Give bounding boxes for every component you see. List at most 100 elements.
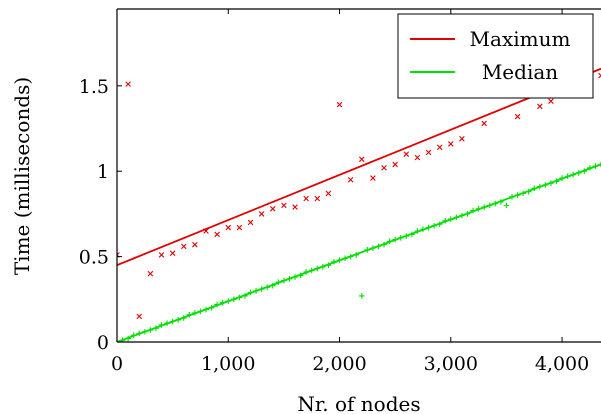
data-point-maximum xyxy=(192,241,198,248)
data-point-maximum xyxy=(247,219,254,226)
data-point-median xyxy=(575,170,582,176)
data-point-median xyxy=(392,236,398,243)
data-point-median xyxy=(125,335,131,342)
data-point-median xyxy=(525,188,532,195)
data-point-maximum xyxy=(203,228,209,234)
legend-label-median: Median xyxy=(482,60,558,84)
data-point-maximum xyxy=(358,156,365,163)
data-point-median xyxy=(236,294,243,301)
data-point-median xyxy=(164,320,170,327)
data-point-median xyxy=(453,214,460,221)
data-point-median xyxy=(275,279,282,286)
data-point-median xyxy=(431,223,437,229)
data-point-median xyxy=(136,330,143,337)
data-point-median xyxy=(303,269,309,275)
data-point-median xyxy=(498,199,504,205)
x-tick-label: 4,000 xyxy=(535,353,589,375)
data-point-median xyxy=(247,289,254,296)
data-point-median xyxy=(481,204,487,210)
data-point-maximum xyxy=(414,154,421,161)
data-point-median xyxy=(197,308,204,315)
data-point-maximum xyxy=(180,243,187,250)
data-point-maximum xyxy=(459,135,465,142)
data-point-median xyxy=(420,226,426,233)
data-point-median xyxy=(587,165,593,171)
data-point-median xyxy=(364,246,371,253)
y-tick-label: 0 xyxy=(97,332,109,354)
data-point-median xyxy=(559,175,565,181)
data-point-median xyxy=(470,207,476,214)
data-point-median xyxy=(203,306,209,313)
data-point-median xyxy=(130,332,137,338)
data-point-median xyxy=(442,217,449,224)
data-point-median xyxy=(375,243,382,250)
ticks xyxy=(116,9,563,343)
data-point-maximum xyxy=(448,141,454,147)
y-axis-title: Time (milliseconds) xyxy=(10,77,34,275)
data-point-median xyxy=(336,257,343,263)
data-point-median xyxy=(503,202,510,209)
data-point-maximum xyxy=(325,190,332,197)
data-point-maximum xyxy=(147,270,154,277)
data-point-median xyxy=(570,171,576,178)
data-point-median xyxy=(253,287,259,294)
data-point-median xyxy=(286,276,293,282)
data-point-median xyxy=(147,327,154,333)
data-point-median xyxy=(153,325,159,332)
tick-labels: 0 1,000 2,000 3,000 4,000 0 0.5 1 1.5 xyxy=(79,76,589,375)
data-point-maximum xyxy=(598,72,601,79)
data-point-median xyxy=(169,318,176,325)
legend-box xyxy=(397,13,594,99)
data-point-median xyxy=(358,293,365,299)
data-point-median xyxy=(258,286,265,292)
data-point-maximum xyxy=(392,161,398,168)
data-point-median xyxy=(325,262,332,268)
data-point-median xyxy=(492,200,499,207)
legend-label-maximum: Maximum xyxy=(470,27,571,51)
data-point-maximum xyxy=(314,195,321,202)
data-point-median xyxy=(542,182,549,188)
data-point-maximum xyxy=(125,81,131,87)
data-point-median xyxy=(592,163,599,169)
data-point-median xyxy=(269,282,276,289)
trend-lines xyxy=(117,67,601,342)
data-point-maximum xyxy=(214,231,220,238)
data-point-maximum xyxy=(303,195,309,202)
data-point-median xyxy=(509,194,515,200)
data-point-maximum xyxy=(514,113,521,120)
data-point-median xyxy=(520,190,526,197)
y-tick-label: 1 xyxy=(97,161,109,183)
data-point-median xyxy=(119,337,126,342)
data-point-maximum xyxy=(481,120,487,127)
data-point-median xyxy=(192,310,198,316)
data-point-median xyxy=(342,255,348,262)
data-point-median xyxy=(308,267,315,274)
data-point-maximum xyxy=(381,165,387,171)
data-point-maximum xyxy=(236,224,243,231)
data-point-median xyxy=(425,224,432,231)
data-point-maximum xyxy=(225,224,232,231)
data-point-median xyxy=(397,235,404,241)
trend-line-maximum xyxy=(117,67,601,266)
x-tick-label: 2,000 xyxy=(312,353,366,375)
x-axis-title: Nr. of nodes xyxy=(297,392,420,414)
data-point-maximum xyxy=(336,101,343,108)
data-point-median xyxy=(403,233,410,239)
data-point-median xyxy=(409,231,415,238)
data-point-median xyxy=(297,272,304,279)
data-point-median xyxy=(142,328,148,335)
data-point-median xyxy=(281,277,287,284)
legend: Maximum Median xyxy=(397,13,594,99)
data-point-maximum xyxy=(258,211,265,217)
data-point-median xyxy=(381,241,387,248)
data-point-median xyxy=(180,315,187,321)
data-point-median xyxy=(331,258,337,265)
data-point-median xyxy=(531,185,538,192)
data-point-median xyxy=(386,238,393,245)
data-point-median xyxy=(320,264,326,270)
x-tick-label: 0 xyxy=(111,353,123,375)
data-point-median xyxy=(347,253,354,260)
data-point-maximum xyxy=(347,176,354,183)
data-point-maximum xyxy=(292,204,298,210)
